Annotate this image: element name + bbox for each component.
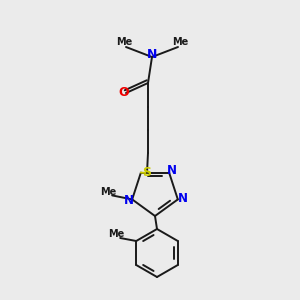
Text: Me: Me [116,37,132,47]
Text: Me: Me [172,37,188,47]
Text: N: N [147,49,157,62]
Text: Me: Me [100,188,116,197]
Text: O: O [119,85,129,98]
Text: Me: Me [108,229,124,239]
Text: N: N [167,164,177,177]
Text: N: N [178,192,188,205]
Text: S: S [142,167,152,179]
Text: N: N [124,194,134,207]
